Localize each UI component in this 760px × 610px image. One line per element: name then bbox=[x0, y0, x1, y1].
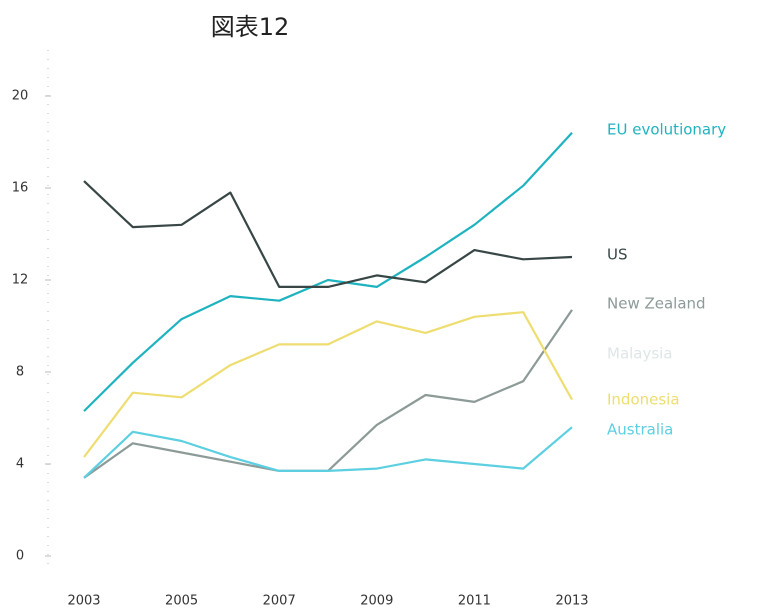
x-tick-label: 2009 bbox=[360, 594, 393, 609]
y-tick-label: 8 bbox=[16, 365, 24, 380]
y-tick-label: 0 bbox=[16, 549, 24, 564]
x-tick-label: 2005 bbox=[165, 594, 198, 609]
series-label: Malaysia bbox=[607, 345, 673, 363]
series-line bbox=[83, 426, 573, 479]
x-tick-label: 2003 bbox=[67, 594, 100, 609]
y-tick-label: 4 bbox=[16, 457, 24, 472]
x-tick-label: 2013 bbox=[555, 594, 588, 609]
x-tick-label: 2007 bbox=[263, 594, 296, 609]
series-label: New Zealand bbox=[607, 295, 706, 313]
series-line bbox=[83, 180, 573, 288]
series-label: Australia bbox=[607, 421, 673, 439]
y-tick-label: 12 bbox=[12, 273, 29, 288]
series-line bbox=[83, 132, 573, 412]
series-label: US bbox=[607, 246, 628, 264]
x-tick-label: 2011 bbox=[458, 594, 491, 609]
y-tick-label: 20 bbox=[12, 89, 29, 104]
y-tick-label: 16 bbox=[12, 181, 29, 196]
series-line bbox=[83, 311, 573, 458]
chart-title: 図表12 bbox=[211, 13, 290, 41]
series-label: Indonesia bbox=[607, 391, 680, 409]
series-line bbox=[83, 309, 573, 479]
series-label: EU evolutionary bbox=[607, 121, 726, 139]
